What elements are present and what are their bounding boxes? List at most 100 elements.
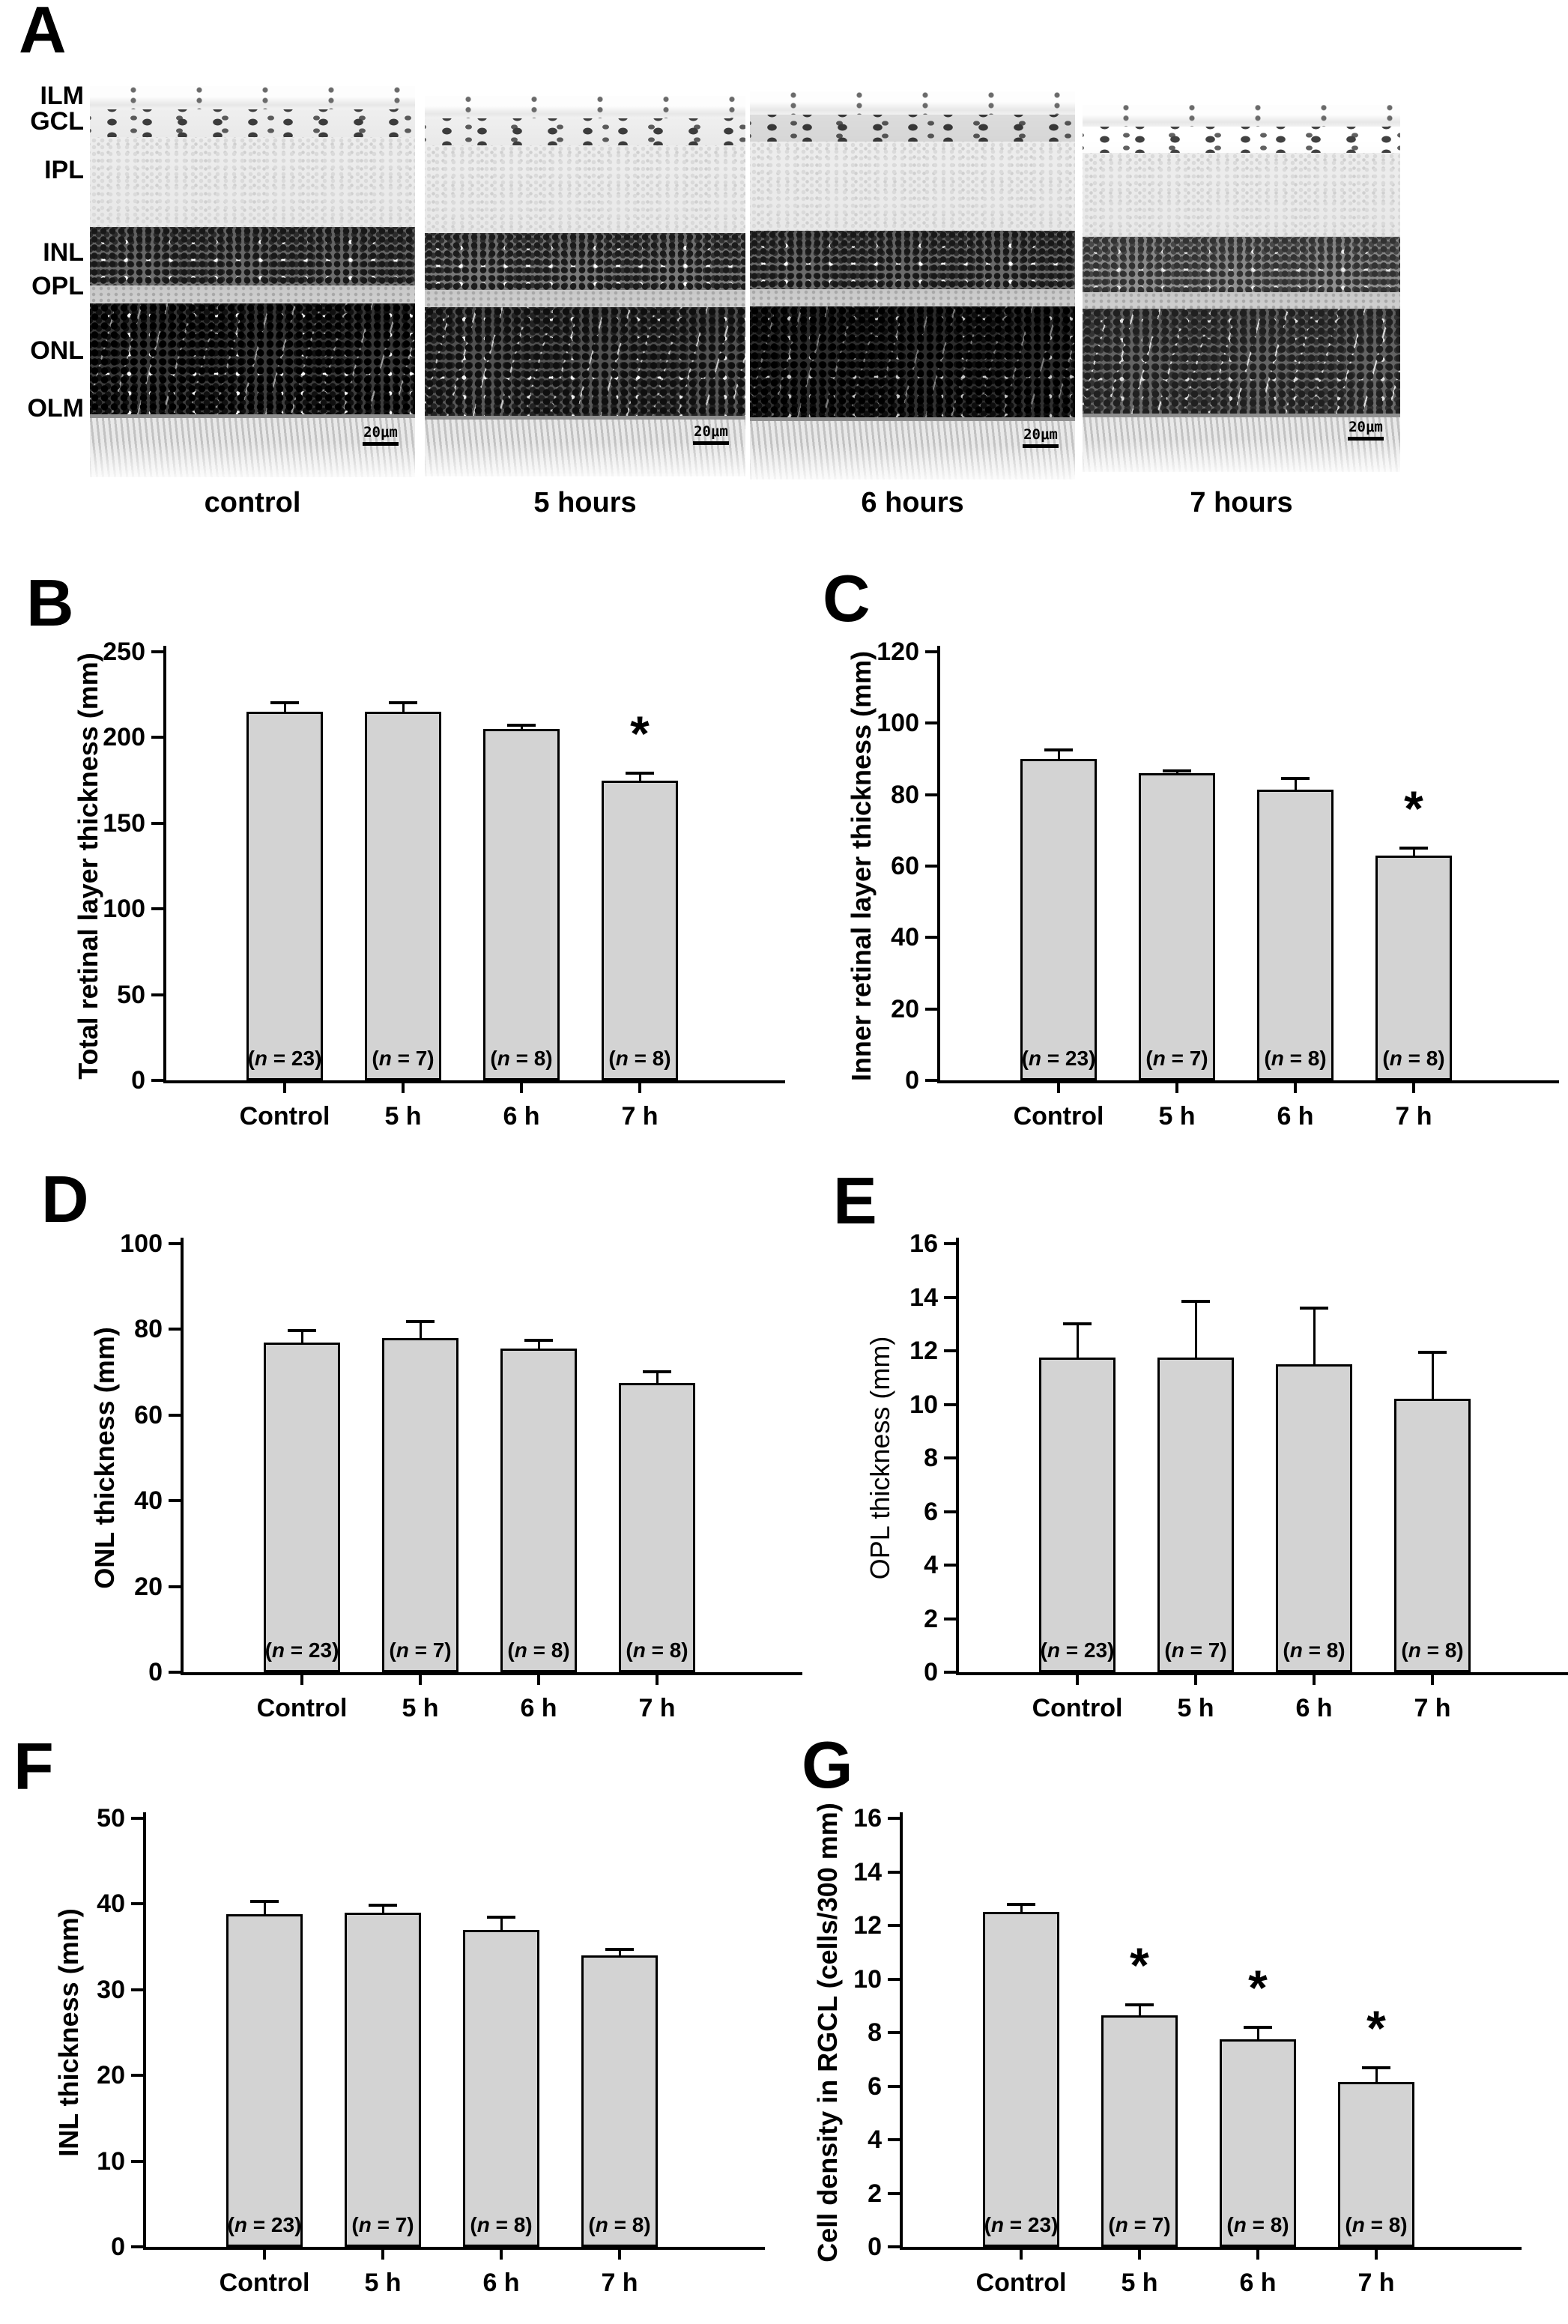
scale-bar-line bbox=[693, 441, 729, 445]
error-bar-cap bbox=[1300, 1307, 1328, 1310]
y-tick bbox=[925, 721, 937, 725]
retina-layer-texture-gcl bbox=[750, 115, 1075, 142]
x-tick bbox=[1076, 1675, 1079, 1685]
error-bar-cap bbox=[1418, 1351, 1447, 1354]
panel-letter-e: E bbox=[833, 1163, 877, 1238]
bar bbox=[345, 1912, 421, 2247]
bar bbox=[1157, 1357, 1234, 1672]
scale-bar: 20μm bbox=[1023, 427, 1059, 448]
x-tick bbox=[537, 1675, 540, 1685]
y-tick-label: 6 bbox=[924, 1497, 938, 1526]
x-category-label: 5 h bbox=[1121, 2269, 1158, 2297]
bar bbox=[1257, 789, 1334, 1080]
x-category-label: Control bbox=[256, 1694, 348, 1722]
n-label: (n = 8) bbox=[1283, 1638, 1345, 1662]
y-tick bbox=[944, 1242, 956, 1245]
y-tick-label: 0 bbox=[131, 1066, 145, 1095]
x-tick bbox=[1294, 1083, 1297, 1093]
retina-layer-texture-onl bbox=[90, 303, 415, 415]
y-tick bbox=[925, 650, 937, 653]
y-axis-title-d: ONL thickness (mm) bbox=[89, 1327, 120, 1589]
y-tick-label: 14 bbox=[909, 1283, 938, 1312]
retina-layer-texture-os bbox=[90, 414, 415, 477]
error-bar-line bbox=[402, 701, 405, 712]
micrograph-caption: 7 hours bbox=[1190, 487, 1293, 518]
y-tick-label: 0 bbox=[111, 2233, 125, 2261]
error-bar-cap bbox=[406, 1319, 435, 1323]
y-tick-label: 4 bbox=[868, 2125, 882, 2154]
retina-layer-texture-inl bbox=[425, 232, 745, 291]
micrograph-7-hours: 20μm 7 hours bbox=[1083, 105, 1400, 518]
panel-a-histology: A ILM GCL IPL INL OPL ONL OLM 20μm contro… bbox=[0, 0, 1568, 539]
retina-layer-texture-onl bbox=[1083, 308, 1400, 414]
y-tick-label: 80 bbox=[891, 780, 919, 809]
retina-section-image: 20μm bbox=[1083, 105, 1400, 472]
n-label: (n = 7) bbox=[351, 2213, 414, 2236]
bar bbox=[1039, 1357, 1116, 1672]
retina-section-image: 20μm bbox=[425, 96, 745, 476]
panel-e-opl-thickness: E OPL thickness (mm) 0 2 4 6 8 10 12 14 16 (n = 2… bbox=[794, 1158, 1568, 1749]
bar bbox=[1220, 2039, 1296, 2247]
bar bbox=[264, 1342, 340, 1672]
x-category-label: 7 h bbox=[1357, 2269, 1395, 2297]
y-tick bbox=[169, 1585, 181, 1588]
retina-layer-texture-opl bbox=[425, 290, 745, 307]
y-tick-label: 12 bbox=[909, 1337, 938, 1365]
y-tick bbox=[169, 1671, 181, 1674]
y-tick-label: 100 bbox=[120, 1229, 163, 1258]
retina-layer-texture-inl bbox=[90, 226, 415, 286]
x-tick bbox=[300, 1675, 303, 1685]
layer-label-gcl: GCL bbox=[30, 107, 84, 136]
y-tick bbox=[131, 1988, 143, 1991]
error-bar-cap bbox=[626, 772, 654, 775]
scale-bar: 20μm bbox=[1348, 420, 1384, 441]
y-axis-title-b: Total retinal layer thickness (mm) bbox=[73, 653, 103, 1080]
n-label: (n = 8) bbox=[1264, 1047, 1327, 1070]
retina-layer-texture-gcl bbox=[90, 109, 415, 137]
x-axis-line bbox=[163, 1080, 785, 1083]
y-tick bbox=[925, 1079, 937, 1082]
error-bar-line bbox=[638, 772, 641, 781]
y-tick bbox=[131, 2245, 143, 2248]
y-tick bbox=[169, 1328, 181, 1331]
layer-label-olm: OLM bbox=[27, 394, 84, 423]
y-tick-label: 2 bbox=[924, 1604, 938, 1633]
y-axis-line bbox=[181, 1238, 184, 1675]
x-category-label: 7 h bbox=[621, 1102, 659, 1131]
y-tick bbox=[131, 1817, 143, 1820]
layer-label-onl: ONL bbox=[30, 336, 84, 365]
x-tick bbox=[381, 2250, 384, 2260]
panel-b-total-retinal-thickness: B Total retinal layer thickness (mm) 0 50… bbox=[22, 566, 796, 1158]
error-bar-cap bbox=[1362, 2066, 1390, 2069]
y-tick bbox=[151, 993, 163, 996]
micrograph-caption: control bbox=[204, 487, 301, 518]
x-category-label: 5 h bbox=[364, 2269, 402, 2297]
error-bar-line bbox=[537, 1338, 540, 1349]
y-tick-label: 20 bbox=[97, 2061, 125, 2090]
bar bbox=[581, 1955, 658, 2247]
y-tick-label: 20 bbox=[891, 994, 919, 1023]
bar bbox=[1375, 855, 1452, 1080]
error-bar-cap bbox=[369, 1904, 397, 1907]
layer-label-inl: INL bbox=[43, 238, 84, 267]
x-tick bbox=[402, 1083, 405, 1093]
y-tick bbox=[131, 2159, 143, 2163]
n-label: (n = 7) bbox=[1145, 1047, 1208, 1070]
bar bbox=[1276, 1364, 1352, 1672]
y-tick bbox=[944, 1402, 956, 1406]
y-tick-label: 0 bbox=[868, 2233, 882, 2261]
n-label: (n = 8) bbox=[507, 1638, 570, 1662]
plot-area-f: 0 10 20 30 40 50 (n = 23) Control (n = 7) 5 h (n =… bbox=[97, 1804, 765, 2297]
y-tick bbox=[944, 1617, 956, 1621]
bar bbox=[1338, 2082, 1414, 2247]
x-category-label: Control bbox=[1013, 1102, 1104, 1131]
n-label: (n = 23) bbox=[1040, 1638, 1115, 1662]
error-bar-line bbox=[1020, 1902, 1023, 1913]
x-tick bbox=[419, 1675, 422, 1685]
error-bar-cap bbox=[605, 1947, 634, 1951]
y-tick-label: 8 bbox=[868, 2018, 882, 2047]
error-bar-cap bbox=[1125, 2003, 1154, 2006]
n-label: (n = 23) bbox=[264, 1638, 339, 1662]
y-tick-label: 8 bbox=[924, 1444, 938, 1472]
n-label: (n = 8) bbox=[1345, 2213, 1408, 2236]
